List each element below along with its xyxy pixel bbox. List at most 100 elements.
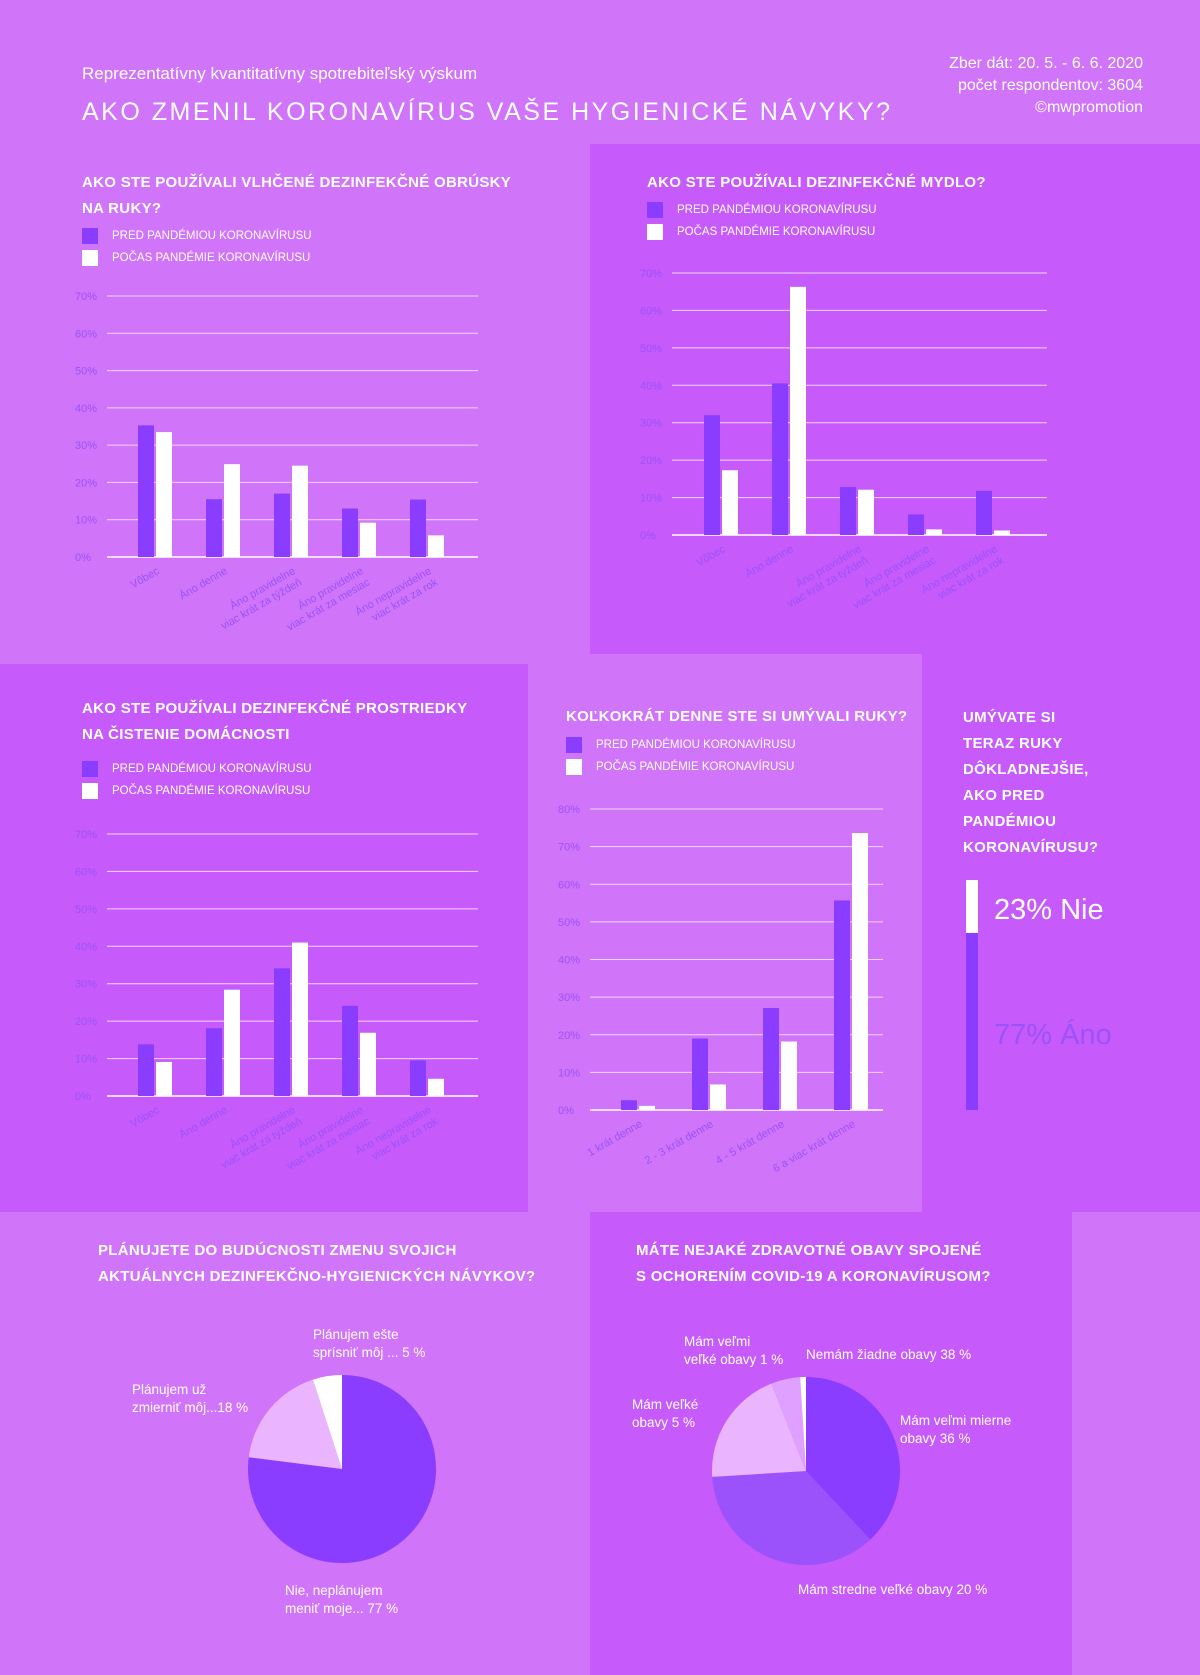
y-tick-label: 20% [75,1016,97,1028]
household-legend-during: POČAS PANDÉMIE KORONAVÍRUSU [82,783,310,799]
panel-household [0,664,528,1212]
handwash-legend-during: POČAS PANDÉMIE KORONAVÍRUSU [566,759,794,775]
survey-date: Zber dát: 20. 5. - 6. 6. 2020 [949,55,1143,72]
thorough-question-line-6: KORONAVÍRUSU? [963,839,1099,856]
y-tick-label: 40% [558,955,580,967]
bar-during [224,989,240,1096]
legend-label-during: POČAS PANDÉMIE KORONAVÍRUSU [112,252,311,264]
bar-before [772,383,788,535]
y-tick-label: 70% [640,268,662,280]
future-label-soften-line-2: zmierniť môj...18 % [132,1400,249,1415]
bar-before [138,425,154,557]
wipes-legend-before: PRED PANDÉMIOU KORONAVÍRUSU [82,228,312,244]
concerns-label-mild: Mám veľmi mierne obavy 36 % [900,1412,1011,1448]
soap-question: AKO STE POUŽÍVALI DEZINFEKČNÉ MYDLO? [647,170,986,196]
bar-during [926,529,942,535]
bar-before [621,1100,637,1110]
concerns-label-very-big: Mám veľmi veľké obavy 1 % [684,1333,783,1369]
bar-before [274,493,290,557]
bar-during [292,465,308,557]
wipes-question: AKO STE POUŽÍVALI VLHČENÉ DEZINFEKČNÉ OB… [82,170,511,222]
wipes-legend-during: POČAS PANDÉMIE KORONAVÍRUSU [82,250,310,266]
bar-before [763,1008,779,1110]
panel-wipes [0,144,590,664]
concerns-slice-3 [771,1377,806,1471]
y-tick-label: 30% [558,992,580,1004]
respondent-count: počet respondentov: 3604 [957,77,1143,94]
future-question-line-2: AKTUÁLNYCH DEZINFEKČNO-HYGIENICKÝCH NÁVY… [98,1268,536,1285]
y-tick-label: 10% [640,493,662,505]
future-label-tighten-line-1: Plánujem ešte [313,1327,399,1342]
future-label-no-change-line-1: Nie, neplánujem [285,1583,383,1598]
bar-before [976,490,992,535]
concerns-label-big-line-2: obavy 5 % [632,1415,696,1430]
bar-before [274,968,290,1096]
page-subtitle: Reprezentatívny kvantitatívny spotrebite… [82,64,478,83]
bar-before [138,1044,154,1096]
concerns-label-big-line-1: Mám veľké [632,1397,699,1412]
legend-label-before: PRED PANDÉMIOU KORONAVÍRUSU [596,739,796,751]
bar-during [781,1041,797,1110]
bar-during [224,464,240,557]
legend-swatch-during [566,759,582,775]
bar-during [710,1084,726,1110]
y-tick-label: 10% [75,1054,97,1066]
y-tick-label: 60% [640,305,662,317]
concerns-question-line-2: S OCHORENÍM COVID-19 A KORONAVÍRUSOM? [636,1268,991,1285]
bar-before [410,499,426,557]
future-label-soften-line-1: Plánujem už [132,1382,207,1397]
y-tick-label: 0% [640,530,656,542]
bar-before [704,415,720,535]
bar-before [410,1060,426,1096]
y-tick-label: 70% [75,291,97,303]
y-tick-label: 30% [640,418,662,430]
bar-before [834,900,850,1110]
bar-before [206,1028,222,1096]
bar-during [360,1032,376,1096]
y-tick-label: 70% [75,829,97,841]
concerns-slice-4 [800,1377,806,1471]
bar-during [852,833,868,1110]
y-tick-label: 60% [558,879,580,891]
y-tick-label: 80% [558,804,580,816]
concerns-label-mild-line-1: Mám veľmi mierne [900,1413,1012,1428]
legend-swatch-during [647,224,663,240]
thorough-segment-áno [966,932,978,1110]
legend-label-before: PRED PANDÉMIOU KORONAVÍRUSU [112,230,312,242]
bar-during [722,470,738,535]
y-tick-label: 40% [640,380,662,392]
concerns-slice-0 [806,1377,900,1540]
y-tick-label: 30% [75,979,97,991]
thorough-label-nie: 23% Nie [994,894,1104,926]
y-tick-label: 50% [75,904,97,916]
bar-during [994,530,1010,535]
y-tick-label: 30% [75,440,97,452]
bar-before [206,499,222,557]
concerns-label-moderate: Mám stredne veľké obavy 20 % [798,1581,987,1599]
legend-label-during: POČAS PANDÉMIE KORONAVÍRUSU [677,226,876,238]
survey-meta: Zber dát: 20. 5. - 6. 6. 2020 počet resp… [783,53,1143,119]
bar-before [342,1005,358,1096]
household-question-line-2: NA ČISTENIE DOMÁCNOSTI [82,726,290,743]
y-tick-label: 60% [75,866,97,878]
concerns-label-big: Mám veľké obavy 5 % [632,1396,698,1432]
bar-during [428,1078,444,1096]
concerns-label-moderate-line-1: Mám stredne veľké obavy 20 % [798,1582,988,1597]
legend-swatch-during [82,783,98,799]
legend-label-during: POČAS PANDÉMIE KORONAVÍRUSU [596,761,795,773]
legend-swatch-before [82,228,98,244]
y-tick-label: 40% [75,941,97,953]
y-tick-label: 20% [640,455,662,467]
legend-swatch-during [82,250,98,266]
bar-during [156,432,172,557]
thorough-stacked-bar [966,880,978,1110]
thorough-segment-nie [966,880,978,933]
thorough-label-ano: 77% Áno [994,1019,1112,1051]
concerns-label-very-big-line-1: Mám veľmi [684,1334,751,1349]
bar-before [908,514,924,535]
wipes-question-line-2: NA RUKY? [82,200,162,217]
bar-during [790,286,806,535]
page-title: AKO ZMENIL KORONAVÍRUS VAŠE HYGIENICKÉ N… [82,98,893,126]
bar-during [858,489,874,535]
y-tick-label: 70% [558,842,580,854]
